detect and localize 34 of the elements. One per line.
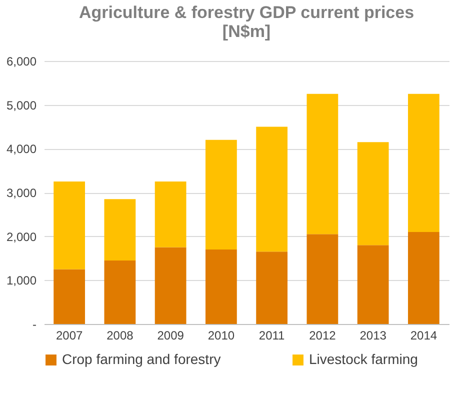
bar [408, 94, 440, 232]
y-tick-label: 2,000 [6, 230, 37, 244]
x-tick-label: 2009 [157, 328, 184, 342]
bar [104, 199, 136, 260]
bar [54, 269, 86, 324]
legend-label: Crop farming and forestry [62, 351, 221, 367]
y-tick-label: 1,000 [6, 274, 37, 288]
bar [408, 232, 440, 324]
bar [104, 260, 136, 324]
x-tick-label: 2010 [208, 328, 235, 342]
x-tick-label: 2013 [360, 328, 387, 342]
bar [306, 234, 338, 324]
bar [54, 182, 86, 270]
y-tick-label: 5,000 [6, 98, 37, 112]
bar [306, 94, 338, 234]
bar [154, 247, 186, 324]
bar [205, 140, 237, 250]
y-tick-label: 6,000 [6, 54, 37, 68]
chart-title: Agriculture & forestry GDP current prices [N$m] [78, 3, 414, 41]
legend-label: Livestock farming [309, 351, 418, 367]
y-tick-label: 3,000 [6, 186, 37, 200]
bar [357, 142, 389, 246]
bar [256, 126, 288, 252]
x-tick-label: 2011 [258, 328, 286, 342]
x-tick-label: 2008 [106, 328, 134, 342]
y-tick-label: 4,000 [6, 142, 37, 156]
y-tick-label: - [32, 318, 36, 332]
x-tick-label: 2014 [410, 328, 438, 342]
bar [154, 182, 186, 248]
x-tick-label: 2007 [56, 328, 83, 342]
bar [256, 252, 288, 324]
x-tick-label: 2012 [309, 328, 336, 342]
bar [357, 245, 389, 324]
bar [205, 249, 237, 324]
